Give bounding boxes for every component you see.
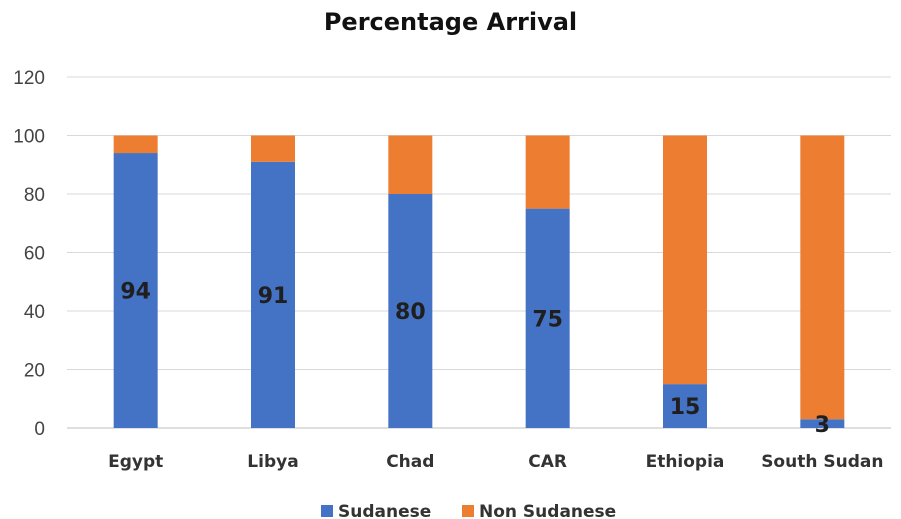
legend: Sudanese Non Sudanese xyxy=(321,502,616,519)
data-label: 91 xyxy=(258,284,289,309)
y-axis-ticks: 0 20 40 60 80 100 120 xyxy=(13,68,45,440)
bar-sudanese xyxy=(113,153,158,429)
legend-swatch xyxy=(462,505,474,517)
bar-non-sudanese xyxy=(113,135,158,154)
bar-sudanese xyxy=(251,161,295,428)
bar-sudanese xyxy=(388,194,433,428)
data-label: 3 xyxy=(815,413,830,438)
bar-sudanese xyxy=(800,419,845,428)
y-tick-label: 40 xyxy=(24,302,45,323)
x-category-label: Egypt xyxy=(108,452,163,472)
gridlines xyxy=(67,76,891,429)
bars xyxy=(113,135,845,429)
y-tick-label: 100 xyxy=(13,127,45,148)
chart-title: Percentage Arrival xyxy=(323,8,578,36)
x-category-label: Libya xyxy=(247,452,298,472)
data-label: 80 xyxy=(395,300,426,325)
legend-label: Sudanese xyxy=(338,502,431,519)
bar-non-sudanese xyxy=(251,135,295,162)
legend-swatch xyxy=(321,505,333,517)
data-label: 94 xyxy=(120,280,151,305)
x-category-label: South Sudan xyxy=(761,452,883,472)
bar-sudanese xyxy=(663,384,707,428)
x-category-label: Ethiopia xyxy=(646,452,725,472)
x-axis-categories: Egypt Libya Chad CAR Ethiopia South Sudan xyxy=(108,452,883,472)
bar-non-sudanese xyxy=(525,135,570,209)
y-tick-label: 60 xyxy=(24,244,45,265)
y-tick-label: 120 xyxy=(13,68,45,89)
bar-non-sudanese xyxy=(800,135,845,420)
y-tick-label: 0 xyxy=(34,419,45,440)
x-category-label: Chad xyxy=(386,452,434,472)
data-label: 75 xyxy=(532,307,563,332)
data-label: 15 xyxy=(670,395,701,420)
data-labels: 94 91 80 75 15 3 xyxy=(120,280,830,438)
y-tick-label: 20 xyxy=(24,361,45,382)
bar-non-sudanese xyxy=(388,135,433,194)
bar-non-sudanese xyxy=(663,135,707,385)
legend-label: Non Sudanese xyxy=(479,502,616,519)
x-category-label: CAR xyxy=(528,452,567,472)
y-tick-label: 80 xyxy=(24,185,45,206)
bar-sudanese xyxy=(525,208,570,428)
